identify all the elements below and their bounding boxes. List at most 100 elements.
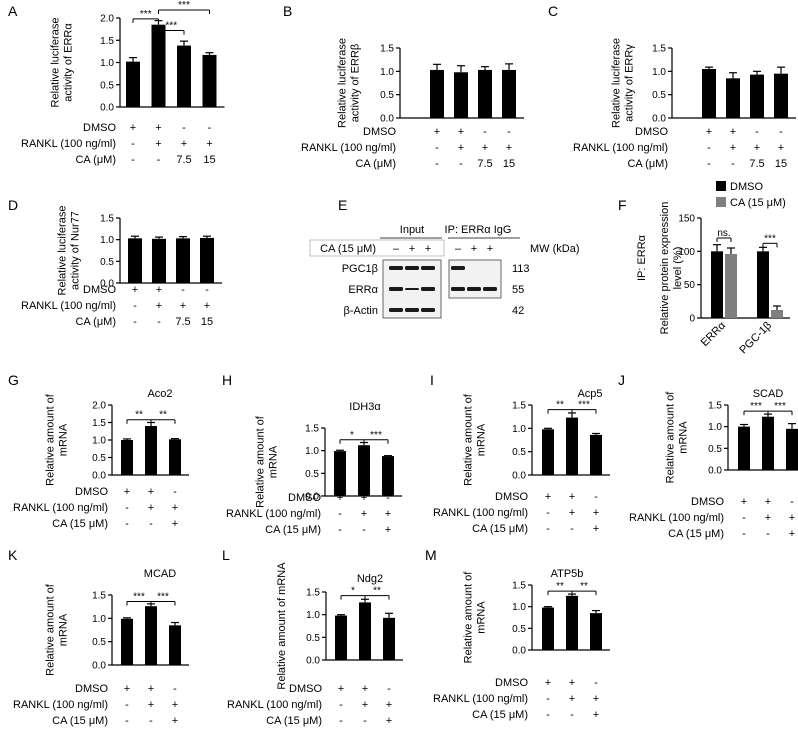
y-tick-label: 0 [689, 314, 695, 325]
legend-label: CA (15 μM) [730, 197, 786, 209]
condition-mark: - [459, 158, 463, 170]
panel-b-chart: 0.0 0.5 1.0 1.5 Relative luciferase activity … [301, 38, 524, 170]
condition-label: RANKL (100 ng/ml) [226, 508, 321, 520]
y-tick-label: 0.0 [92, 471, 106, 482]
bar [382, 456, 394, 496]
condition-mark: + [130, 122, 136, 134]
legend-label: DMSO [730, 181, 763, 193]
condition-label: CA (15 μM) [52, 518, 108, 530]
y-axis-label: Relative luciferase [337, 38, 349, 128]
condition-label: CA (μM) [627, 158, 668, 170]
y-tick-label: 0.5 [512, 624, 526, 635]
condition-mark: - [208, 122, 212, 134]
panel-j-chart: 0.0 0.5 1.0 1.5 Relative amount of mRNA SCAD**… [629, 388, 798, 540]
condition-mark: + [155, 138, 161, 150]
panel-h-chart: 0.0 0.5 1.0 1.5 Relative amount of mRNA IDH3α *… [226, 401, 402, 536]
treatment-label: CA (15 μM) [320, 243, 376, 255]
bar [145, 606, 157, 665]
condition-mark: + [172, 518, 178, 530]
y-axis-label: activity of Nur77 [70, 211, 82, 290]
bar [566, 595, 578, 650]
blot-band [389, 287, 403, 291]
condition-mark: - [570, 709, 574, 721]
y-tick-label: 0.0 [305, 492, 319, 503]
condition-label: DMSO [289, 683, 322, 695]
sig-label: * [350, 430, 354, 441]
sig-label: *** [750, 401, 762, 412]
sig-label: ** [580, 581, 588, 592]
treatment-mark: + [471, 243, 477, 255]
condition-mark: - [435, 158, 439, 170]
condition-mark: + [545, 491, 551, 503]
panel-l-chart: 0.0 0.5 1.0 1.5 Relative amount of mRNA Ndg2*… [227, 562, 403, 727]
blot-band [421, 287, 435, 291]
y-tick-label: 50 [684, 280, 696, 291]
y-axis-label: activity of ERRβ [350, 44, 362, 122]
condition-mark: 7.5 [477, 158, 492, 170]
bar [726, 78, 740, 118]
condition-label: RANKL (100 ng/ml) [629, 512, 724, 524]
blot-band [405, 266, 419, 270]
condition-label: CA (μM) [75, 154, 116, 166]
panel-letter: F [618, 197, 627, 213]
condition-mark: 15 [503, 158, 515, 170]
condition-mark: + [361, 508, 367, 520]
y-tick-label: 1.5 [92, 591, 106, 602]
y-tick-label: 1.0 [92, 436, 106, 447]
condition-mark: - [338, 508, 342, 520]
bar [762, 416, 774, 470]
condition-mark: + [181, 138, 187, 150]
blot-row-label: ERRα [348, 284, 378, 296]
bar [358, 445, 370, 496]
treatment-mark: – [393, 243, 400, 255]
condition-label: CA (15 μM) [668, 528, 724, 540]
bar [566, 417, 578, 475]
category-label: ERRα [699, 319, 729, 349]
panel-d-chart: 0.0 0.5 1.0 1.5 Relative luciferase activity … [21, 206, 222, 328]
condition-label: RANKL (100 ng/ml) [573, 142, 668, 154]
bar [542, 607, 554, 650]
bar [750, 74, 764, 118]
y-tick-label: 1.0 [652, 67, 666, 78]
condition-mark: - [755, 126, 759, 138]
bar [725, 254, 737, 318]
y-axis-label: Relative amount of [255, 415, 267, 508]
condition-mark: - [131, 154, 135, 166]
y-tick-label: 2.0 [100, 14, 114, 25]
condition-mark: + [434, 126, 440, 138]
sig-label: *** [370, 430, 382, 441]
bar [176, 238, 190, 283]
legend-swatch [716, 181, 726, 191]
y-tick-label: 0.5 [305, 469, 319, 480]
condition-mark: + [132, 284, 138, 296]
bar [590, 434, 602, 475]
condition-mark: + [148, 502, 154, 514]
condition-mark: + [204, 300, 210, 312]
condition-mark: + [730, 126, 736, 138]
condition-mark: - [125, 518, 129, 530]
bar [478, 69, 492, 118]
condition-mark: + [362, 699, 368, 711]
bar [145, 426, 157, 475]
condition-mark: + [385, 508, 391, 520]
y-tick-label: 1.5 [92, 418, 106, 429]
y-tick-label: 1.5 [652, 44, 666, 55]
blot-mw-value: 55 [512, 284, 524, 296]
condition-label: CA (15 μM) [265, 524, 321, 536]
treatment-box [309, 239, 445, 257]
condition-mark: - [125, 502, 129, 514]
bar [152, 238, 166, 283]
bar [151, 24, 166, 107]
condition-mark: - [205, 284, 209, 296]
y-tick-label: 0.5 [100, 80, 114, 91]
blot-header-ip: IP: ERRα IgG [445, 224, 512, 236]
bar [200, 237, 214, 283]
chart-title: Ndg2 [357, 573, 383, 585]
y-axis-label: Relative protein expression [659, 202, 671, 335]
bar [121, 440, 133, 475]
condition-mark: - [507, 126, 511, 138]
sig-label: *** [764, 233, 776, 244]
condition-mark: + [156, 300, 162, 312]
bar [711, 251, 723, 318]
